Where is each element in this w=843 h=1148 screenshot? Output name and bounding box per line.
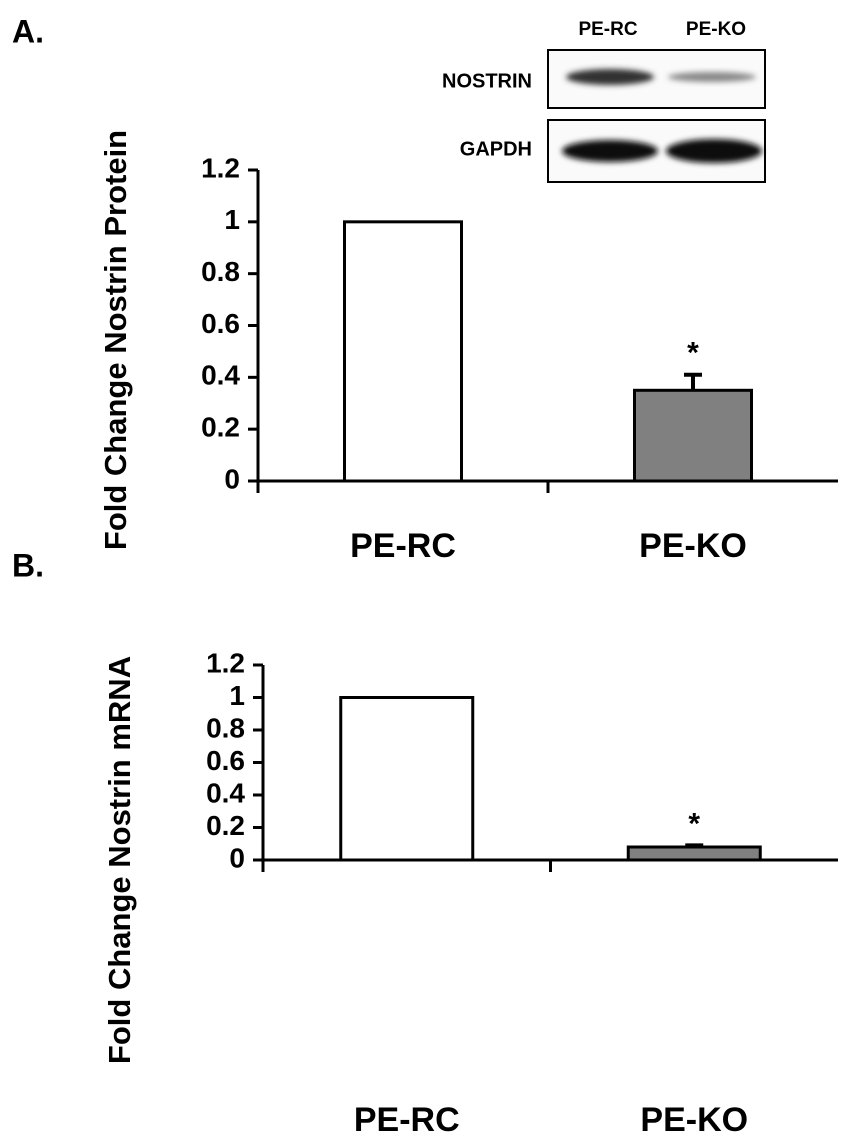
blot-row-label: NOSTRIN <box>442 70 532 92</box>
blot-lane-label: PE-RC <box>578 19 637 40</box>
y-axis-label: Fold Change Nostrin mRNA <box>102 656 137 1064</box>
blot-band <box>566 69 654 85</box>
significance-marker: * <box>688 807 700 840</box>
panel-label: A. <box>12 13 44 49</box>
y-tick-label: 0.2 <box>201 412 240 443</box>
y-tick-label: 0 <box>224 463 240 494</box>
bar <box>635 390 752 481</box>
y-axis-label: Fold Change Nostrin Protein <box>98 130 133 550</box>
y-tick-label: 1 <box>229 680 245 711</box>
blot-lane-label: PE-KO <box>686 19 746 40</box>
figure: PE-RC PE-KO NOSTRIN GAPDH A. Fold Change … <box>0 0 843 1148</box>
bar <box>345 222 462 481</box>
blot-row-label: GAPDH <box>460 138 532 160</box>
panel-label: B. <box>12 547 44 583</box>
y-tick-label: 1.2 <box>201 152 240 183</box>
y-tick-label: 0.6 <box>206 745 245 776</box>
y-tick-label: 0.8 <box>206 712 245 743</box>
blot-band <box>668 72 756 82</box>
y-tick-label: 0.4 <box>206 777 245 808</box>
y-tick-label: 0.6 <box>201 308 240 339</box>
y-tick-label: 1.2 <box>206 647 245 678</box>
y-tick-label: 0 <box>229 842 245 873</box>
x-tick-label: PE-KO <box>640 1101 748 1139</box>
y-tick-label: 0.2 <box>206 810 245 841</box>
x-tick-label: PE-RC <box>354 1101 460 1139</box>
blot-band <box>666 139 762 163</box>
bar <box>628 847 760 860</box>
bar <box>341 698 473 861</box>
western-blot: PE-RC PE-KO NOSTRIN GAPDH <box>442 19 765 182</box>
significance-marker: * <box>687 337 699 370</box>
y-tick-label: 0.4 <box>201 360 240 391</box>
x-tick-label: PE-RC <box>350 527 456 565</box>
blot-band <box>562 140 658 162</box>
x-tick-label: PE-KO <box>639 527 747 565</box>
y-tick-label: 1 <box>224 204 240 235</box>
y-tick-label: 0.8 <box>201 256 240 287</box>
